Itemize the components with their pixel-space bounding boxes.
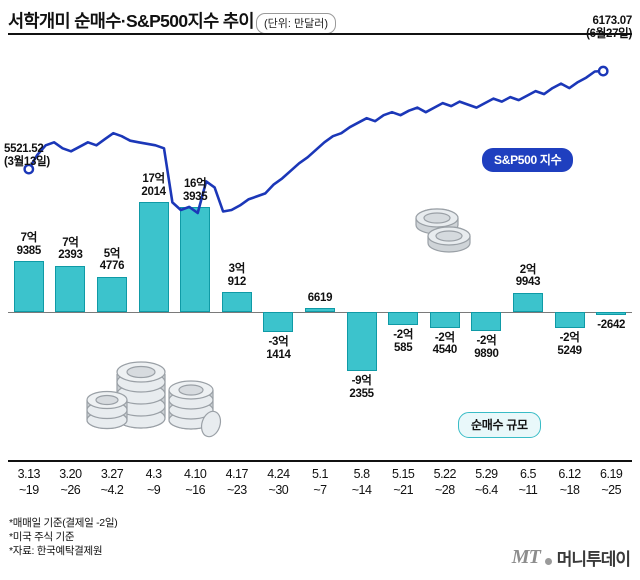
bar-10 <box>388 312 419 326</box>
logo-mt-text: MT <box>511 546 541 568</box>
x-axis-labels: 3.13 ~19 3.20 ~26 3.27 ~4.2 4.3 ~9 4.10 ~16 4… <box>8 466 632 512</box>
title-divider <box>8 33 632 35</box>
logo-name-text: 머니투데이 <box>556 550 631 569</box>
bar-15 <box>596 312 627 315</box>
bar-2 <box>55 265 86 312</box>
bar-label-8: 6619 <box>307 291 333 304</box>
bar-label-3: 5억 4776 <box>99 247 125 273</box>
bar-label-9: -9억 2355 <box>349 375 374 400</box>
bar-label-14: -2억 5249 <box>557 332 582 357</box>
bar-3 <box>97 276 127 312</box>
coin-stack-icon-small <box>415 208 471 253</box>
x-label-8: 5.1 ~7 <box>312 467 328 497</box>
coin-stack-icon-large <box>86 361 222 438</box>
x-label-13: 6.5 ~11 <box>518 467 538 497</box>
bar-9 <box>346 312 377 372</box>
bar-label-5: 16억 3935 <box>182 178 208 203</box>
zero-axis-line <box>8 312 632 313</box>
bar-label-4: 17억 2014 <box>141 173 166 198</box>
x-label-7: 4.24 ~30 <box>267 467 290 497</box>
x-label-5: 4.10 ~16 <box>184 467 207 497</box>
bar-13 <box>513 292 543 312</box>
bar-4 <box>138 202 169 312</box>
bar-label-15: -2642 <box>597 319 626 331</box>
bar-8 <box>305 307 335 312</box>
legend-netbuy: 순매수 규모 <box>458 412 541 438</box>
x-label-4: 4.3 ~9 <box>145 467 162 497</box>
bar-label-7: -3억 1414 <box>266 336 291 361</box>
x-label-1: 3.13 ~19 <box>17 467 41 497</box>
unit-badge: (단위: 만달러) <box>256 13 337 34</box>
footnotes: *매매일 기준(결제일 -2일) *미국 주식 기준 *자료: 한국예탁결제원 <box>9 516 118 558</box>
end-value-annotation: 6173.07 (6월27일) <box>586 15 632 40</box>
plot-area: 5521.52 (3월13일) 6173.07 (6월27일) S&P500 지수 … <box>4 15 632 462</box>
x-label-15: 6.19 ~25 <box>600 467 623 497</box>
x-label-6: 4.17 ~23 <box>225 467 249 497</box>
bar-7 <box>263 312 294 333</box>
bar-14 <box>554 312 585 329</box>
x-label-12: 5.29 ~6.4 <box>475 467 498 497</box>
bar-5 <box>180 207 211 312</box>
footnote-2: *미국 주식 기준 <box>9 531 75 543</box>
bar-label-10: -2억 585 <box>393 329 414 354</box>
bar-label-12: -2억 9890 <box>474 335 499 360</box>
x-label-9: 5.8 ~14 <box>351 467 372 497</box>
x-label-3: 3.27 ~4.2 <box>100 467 124 497</box>
bar-label-13: 2억 9943 <box>515 263 541 289</box>
x-label-11: 5.22 ~28 <box>433 467 457 497</box>
logo-dot-icon <box>544 558 552 565</box>
bar-label-2: 7억 2393 <box>58 236 83 262</box>
footnote-1: *매매일 기준(결제일 -2일) <box>9 517 118 529</box>
moneytoday-logo: MT 머니투데이 <box>511 545 631 570</box>
page-title: 서학개미 순매수·S&P500지수 추이 <box>8 11 254 31</box>
footnote-3: *자료: 한국예탁결제원 <box>9 545 103 557</box>
legend-sp500: S&P500 지수 <box>482 148 574 172</box>
x-label-10: 5.15 ~21 <box>392 467 415 497</box>
bar-label-11: -2억 4540 <box>432 331 458 357</box>
bar-1 <box>13 261 44 312</box>
sp500-line-series <box>23 65 609 215</box>
x-label-2: 3.20 ~26 <box>59 467 82 497</box>
bar-label-1: 7억 9385 <box>16 232 42 257</box>
x-label-14: 6.12 ~18 <box>558 467 581 497</box>
bar-6 <box>221 292 252 312</box>
bar-11 <box>429 312 460 328</box>
bar-12 <box>471 312 502 332</box>
bottom-axis-line <box>8 460 632 462</box>
start-value-annotation: 5521.52 (3월13일) <box>4 143 50 168</box>
bar-label-6: 3억 912 <box>227 263 247 288</box>
